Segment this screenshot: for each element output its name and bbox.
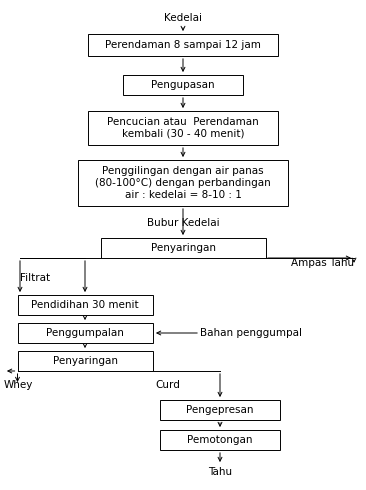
FancyBboxPatch shape: [160, 430, 280, 450]
FancyBboxPatch shape: [101, 238, 265, 258]
Text: Pengepresan: Pengepresan: [186, 405, 254, 415]
Text: Perendaman 8 sampai 12 jam: Perendaman 8 sampai 12 jam: [105, 40, 261, 50]
FancyBboxPatch shape: [88, 111, 278, 145]
FancyBboxPatch shape: [18, 351, 153, 371]
Text: Ampas Tahu: Ampas Tahu: [291, 258, 354, 268]
Text: Penyaringan: Penyaringan: [52, 356, 117, 366]
Text: Penggumpalan: Penggumpalan: [46, 328, 124, 338]
Text: Pengupasan: Pengupasan: [151, 80, 215, 90]
Text: Filtrat: Filtrat: [20, 273, 50, 283]
Text: Kedelai: Kedelai: [164, 13, 202, 23]
Text: Pemotongan: Pemotongan: [187, 435, 253, 445]
FancyBboxPatch shape: [88, 34, 278, 56]
FancyBboxPatch shape: [78, 160, 288, 206]
Text: Penggilingan dengan air panas
(80-100°C) dengan perbandingan
air : kedelai = 8-1: Penggilingan dengan air panas (80-100°C)…: [95, 167, 271, 199]
Text: Bubur Kedelai: Bubur Kedelai: [147, 218, 219, 228]
Text: Bahan penggumpal: Bahan penggumpal: [200, 328, 302, 338]
FancyBboxPatch shape: [18, 295, 153, 315]
Text: Tahu: Tahu: [208, 467, 232, 477]
Text: Pencucian atau  Perendaman
kembali (30 - 40 menit): Pencucian atau Perendaman kembali (30 - …: [107, 117, 259, 139]
Text: Pendidihan 30 menit: Pendidihan 30 menit: [31, 300, 139, 310]
Text: Curd: Curd: [155, 380, 180, 390]
FancyBboxPatch shape: [160, 400, 280, 420]
Text: Penyaringan: Penyaringan: [150, 243, 216, 253]
FancyBboxPatch shape: [18, 323, 153, 343]
FancyBboxPatch shape: [123, 75, 243, 95]
Text: Whey: Whey: [4, 380, 33, 390]
